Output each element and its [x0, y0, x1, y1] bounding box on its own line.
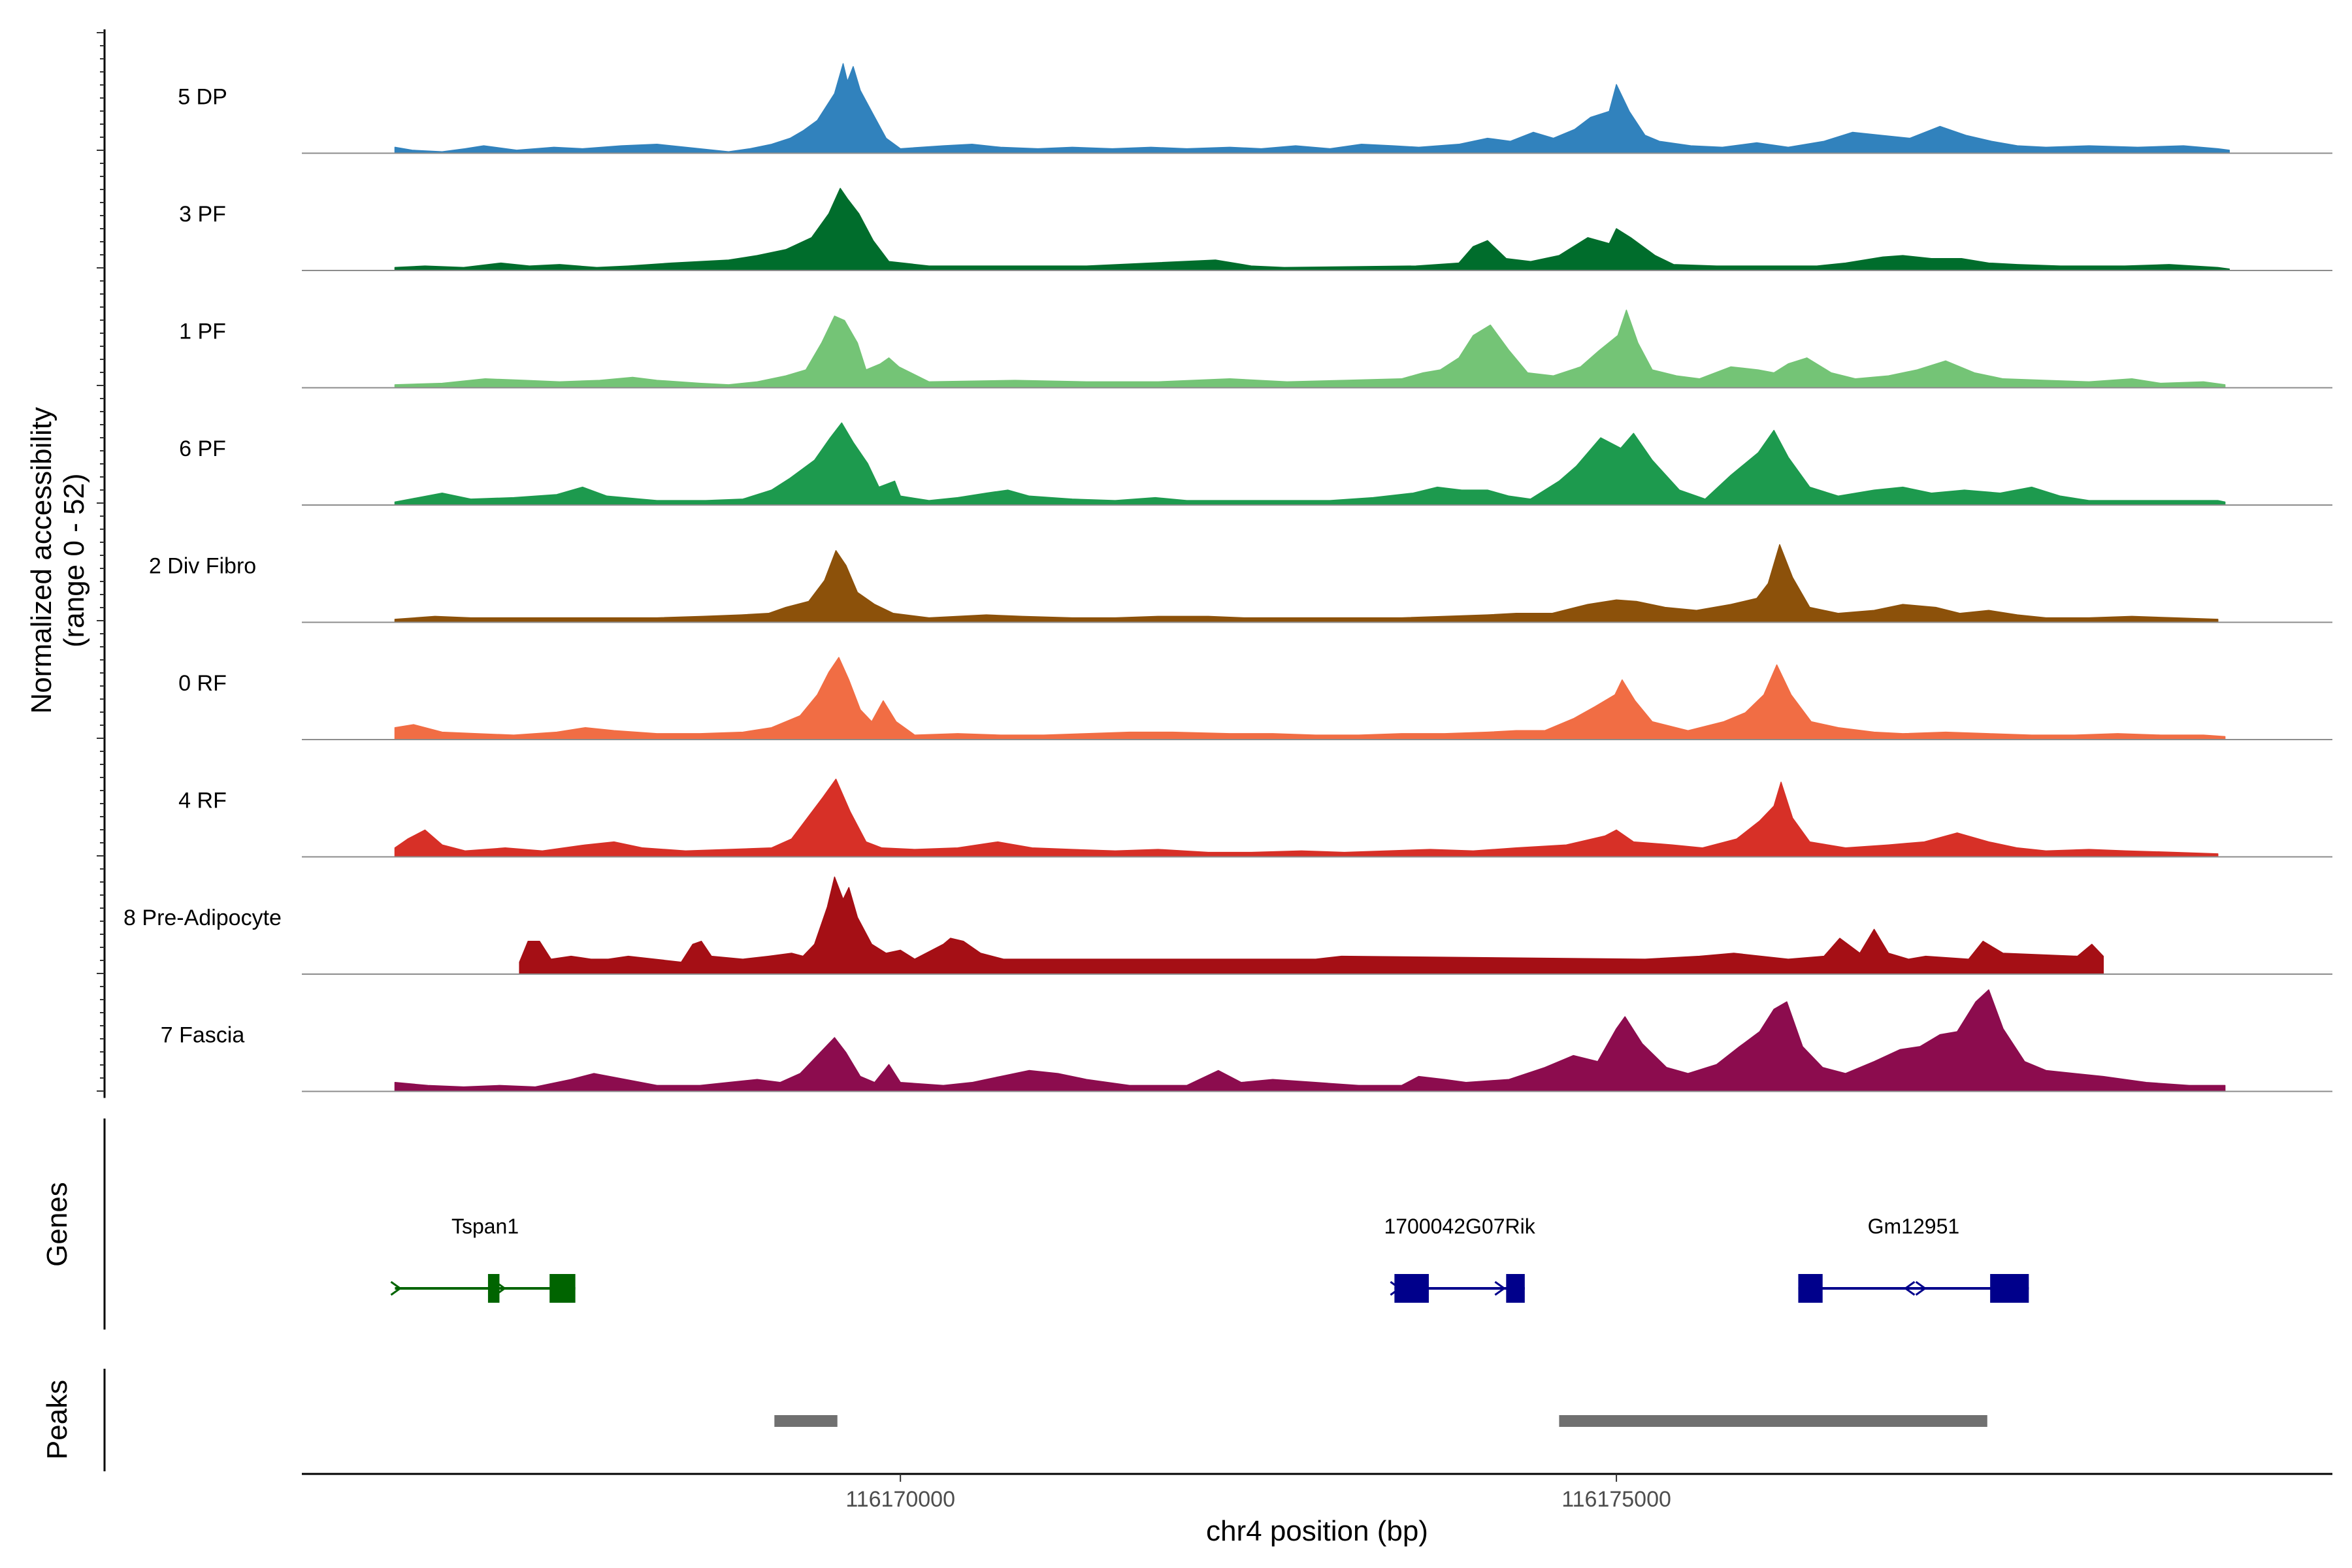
track-label: 3 PF: [179, 202, 226, 227]
coverage-area: [394, 188, 2230, 271]
track-3-pf: 3 PF: [179, 188, 2332, 271]
track-label: 7 Fascia: [161, 1023, 245, 1048]
x-tick-label: 116170000: [845, 1487, 955, 1512]
gene-tspan1: Tspan1: [390, 1215, 576, 1303]
strand-arrow: [1494, 1281, 1506, 1296]
track-2-div-fibro: 2 Div Fibro: [149, 544, 2332, 623]
gene-1700042g07rik: 1700042G07Rik: [1384, 1215, 1536, 1303]
coverage-area: [519, 876, 2104, 975]
track-label: 0 RF: [178, 671, 227, 696]
peak-bar: [774, 1415, 838, 1427]
track-label: 4 RF: [178, 789, 227, 813]
track-label: 8 Pre-Adipocyte: [123, 906, 282, 930]
track-label: 6 PF: [179, 436, 226, 461]
peak-bar: [1559, 1415, 1987, 1427]
gene-annotation-panel: Tspan1 1700042G07Rik Gm12951: [390, 1215, 2029, 1303]
peaks-panel: [774, 1415, 1987, 1427]
exon: [487, 1274, 500, 1303]
track-label: 2 Div Fibro: [149, 554, 256, 579]
gene-gm12951: Gm12951: [1798, 1215, 2029, 1303]
exon: [1506, 1274, 1525, 1303]
gene-label: Gm12951: [1868, 1215, 1960, 1238]
gene-label: 1700042G07Rik: [1384, 1215, 1535, 1238]
coverage-area: [394, 63, 2230, 154]
coverage-area: [394, 544, 2219, 623]
coverage-area: [394, 422, 2226, 506]
coverage-area: [394, 309, 2226, 389]
coverage-tracks: 5 DP 3 PF 1 PF 6 PF 2 Div Fibro 0 RF 4 RF 8 Pre…: [123, 63, 2332, 1092]
track-5-dp: 5 DP: [178, 63, 2332, 154]
exon: [1990, 1274, 2029, 1303]
axes: Normalized accessibility (range 0 - 52) Ge…: [25, 29, 2332, 1547]
coverage-area: [394, 657, 2226, 740]
peaks-panel-title: Peaks: [41, 1380, 73, 1460]
strand-arrow: [390, 1281, 402, 1296]
track-8-pre-adipocyte: 8 Pre-Adipocyte: [123, 876, 2332, 975]
x-axis-title: chr4 position (bp): [1206, 1515, 1428, 1547]
track-4-rf: 4 RF: [178, 778, 2332, 858]
track-6-pf: 6 PF: [179, 422, 2332, 506]
track-label: 1 PF: [179, 319, 226, 344]
x-tick-label: 116175000: [1561, 1487, 1671, 1512]
exon: [549, 1274, 576, 1303]
track-1-pf: 1 PF: [179, 309, 2332, 389]
strand-arrow: [1915, 1281, 1927, 1296]
strand-arrow: [1903, 1281, 1916, 1296]
coverage-area: [394, 778, 2219, 858]
coverage-area: [394, 989, 2226, 1092]
track-0-rf: 0 RF: [178, 657, 2332, 740]
exon: [1394, 1274, 1429, 1303]
y-axis-subtitle: (range 0 - 52): [58, 473, 90, 647]
track-label: 5 DP: [178, 85, 227, 110]
genes-panel-title: Genes: [41, 1182, 73, 1267]
y-axis-title: Normalized accessibility: [25, 407, 57, 713]
gene-label: Tspan1: [451, 1215, 519, 1238]
track-7-fascia: 7 Fascia: [161, 989, 2332, 1092]
exon: [1798, 1274, 1823, 1303]
